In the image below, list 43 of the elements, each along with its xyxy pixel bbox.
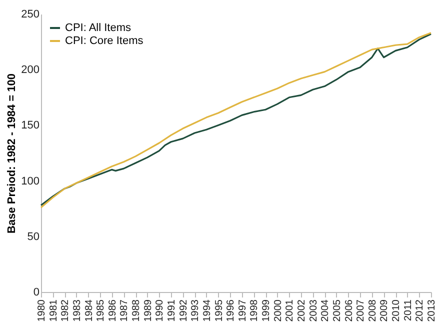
x-tick-label: 1983 (72, 299, 83, 322)
x-tick-label: 2008 (367, 299, 378, 322)
x-tick-label: 1996 (226, 299, 237, 322)
x-tick-label: 2004 (320, 299, 332, 322)
x-tick-label: 2003 (308, 299, 320, 322)
x-tick-label: 1995 (214, 299, 225, 322)
x-tick-label: 1994 (202, 299, 213, 322)
legend-label: CPI: All Items (65, 22, 132, 34)
x-tick-label: 1988 (131, 299, 142, 322)
x-tick-label: 2011 (402, 299, 414, 322)
x-tick-label: 2006 (344, 299, 355, 322)
x-tick-label: 1990 (154, 299, 166, 322)
x-tick-label: 2001 (284, 299, 296, 322)
x-tick-label: 2009 (379, 299, 390, 322)
x-tick-label: 2007 (356, 299, 367, 322)
x-tick-label: 2000 (272, 299, 284, 322)
x-tick-label: 2012 (414, 299, 426, 322)
x-tick-label: 1999 (261, 299, 272, 322)
x-tick-label: 1992 (178, 299, 190, 322)
x-tick-label: 1987 (119, 299, 130, 322)
x-tick-label: 1981 (48, 299, 60, 322)
y-tick-label: 100 (21, 175, 40, 188)
x-tick-label: 1986 (107, 299, 118, 322)
x-tick-label: 2002 (296, 299, 308, 322)
x-tick-label: 1993 (190, 299, 202, 322)
legend-label: CPI: Core Items (65, 35, 144, 47)
x-tick-label: 1989 (142, 299, 154, 322)
x-tick-label: 2010 (391, 299, 402, 322)
x-tick-label: 1998 (249, 299, 260, 322)
y-tick-label: 250 (21, 8, 40, 20)
y-axis-title: Base Preiod: 1982 - 1984 = 100 (6, 74, 18, 234)
x-tick-label: 1984 (84, 299, 95, 322)
x-tick-label: 2013 (426, 299, 438, 322)
x-tick-label: 1980 (36, 299, 48, 322)
y-tick-label: 150 (21, 120, 40, 132)
x-tick-label: 1985 (96, 299, 107, 322)
y-tick-label: 0 (33, 286, 40, 298)
y-tick-label: 50 (27, 230, 40, 243)
x-tick-label: 2005 (332, 299, 343, 322)
y-tick-label: 200 (21, 64, 40, 76)
x-tick-label: 1991 (166, 299, 178, 322)
x-tick-label: 1982 (60, 299, 72, 322)
x-tick-label: 1997 (237, 299, 248, 322)
